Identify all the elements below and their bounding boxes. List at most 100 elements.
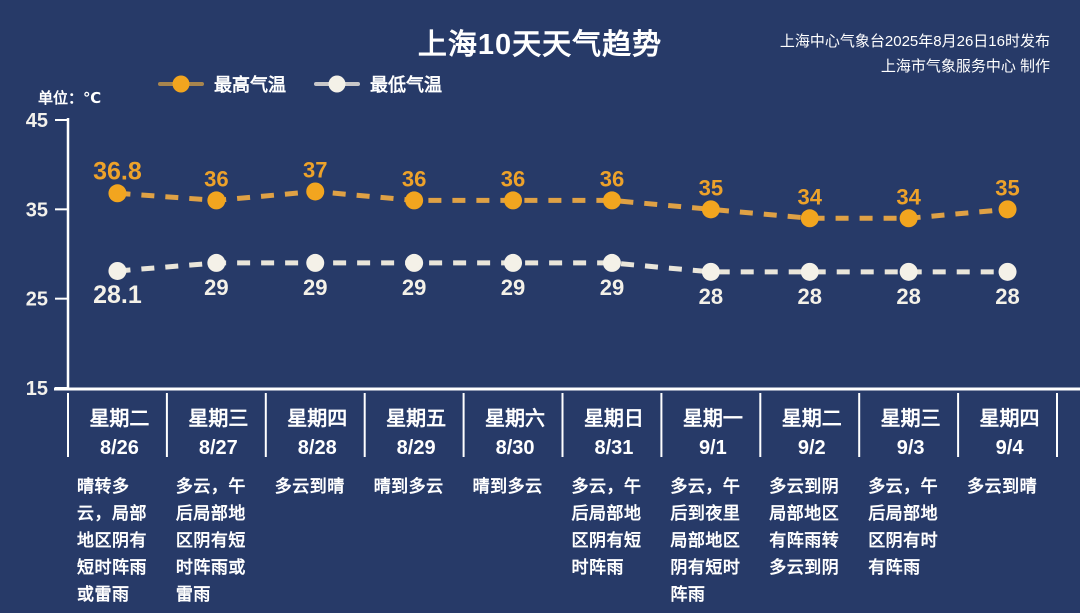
legend-item-high: 最高气温 [158, 71, 286, 97]
day-description: 晴到多云 [472, 477, 543, 496]
y-tick-label: 45 [26, 110, 48, 132]
high-temp-point [207, 191, 226, 210]
high-temp-legend-line-icon [158, 75, 204, 93]
day-column: 星期日 8/31 多云，午后局部地区阴有短时阵雨 [563, 392, 662, 613]
high-temp-point [998, 200, 1017, 219]
high-temp-point [602, 191, 621, 210]
high-temp-value: 36 [204, 166, 228, 191]
low-temp-value: 28.1 [93, 281, 142, 309]
high-temp-point [306, 182, 325, 201]
high-temp-point [701, 200, 720, 219]
day-weekday: 星期日 [583, 408, 644, 430]
legend-label-high: 最高气温 [214, 75, 286, 95]
high-temp-point [800, 209, 819, 228]
day-weekday: 星期二 [781, 408, 842, 430]
low-temp-point [602, 253, 621, 272]
day-weekday: 星期三 [880, 408, 941, 430]
high-temp-value: 34 [896, 184, 921, 209]
day-weekday: 星期六 [485, 408, 546, 430]
day-weekday: 星期二 [89, 408, 150, 430]
high-temp-line [117, 188, 1008, 221]
low-temp-value: 29 [303, 275, 327, 300]
high-temp-point [108, 184, 127, 203]
low-temp-value: 29 [501, 275, 525, 300]
high-temp-value: 35 [995, 175, 1019, 200]
low-temp-value: 29 [600, 275, 624, 300]
high-temp-point [899, 209, 918, 228]
day-description: 晴转多云，局部地区阴有短时阵雨或雷雨 [77, 477, 147, 604]
high-temp-value: 36 [402, 166, 426, 191]
high-temp-value: 36.8 [93, 157, 142, 185]
y-tick-label: 15 [26, 378, 48, 400]
day-weekday: 星期一 [682, 408, 743, 430]
day-column: 星期二 8/26 晴转多云，局部地区阴有短时阵雨或雷雨 [68, 392, 167, 613]
day-description: 多云到阴局部地区有阵雨转多云到阴 [769, 477, 840, 577]
high-temp-value: 37 [303, 157, 327, 182]
day-column: 星期二 9/2 多云到阴局部地区有阵雨转多云到阴 [760, 392, 859, 613]
low-temp-value: 28 [798, 284, 822, 309]
day-date: 8/28 [297, 437, 337, 459]
day-column: 星期三 9/3 多云，午后局部地区阴有时有阵雨 [859, 392, 958, 613]
low-temp-point [701, 262, 720, 281]
low-temp-point [405, 253, 424, 272]
day-date: 8/30 [495, 437, 535, 459]
day-date: 8/29 [396, 437, 436, 459]
day-column: 星期五 8/29 晴到多云 [365, 392, 464, 613]
issuer-line2: 上海市气象服务中心 制作 [880, 58, 1050, 75]
day-description: 多云到晴 [967, 477, 1038, 496]
issuer-info: 上海中心气象台2025年8月26日16时发布 上海市气象服务中心 制作 [780, 29, 1050, 79]
low-temp-line [117, 260, 1008, 275]
high-temp-value: 34 [798, 184, 823, 209]
low-temp-legend-dot-icon [328, 75, 346, 93]
day-date: 8/26 [99, 437, 139, 459]
day-column: 星期三 8/27 多云，午后局部地区阴有短时阵雨或雷雨 [167, 392, 266, 613]
low-temp-value: 28 [995, 284, 1019, 309]
low-temp-value: 28 [896, 284, 920, 309]
low-temp-point [504, 253, 523, 272]
day-column: 星期四 8/28 多云到晴 [266, 392, 365, 613]
low-temp-point [207, 253, 226, 272]
day-weekday: 星期五 [386, 408, 447, 430]
day-description: 多云，午后到夜里局部地区阴有短时阵雨 [670, 477, 741, 604]
chart-legend: 最高气温 最低气温 [158, 71, 442, 97]
day-date: 9/4 [995, 437, 1024, 459]
day-column: 星期一 9/1 多云，午后到夜里局部地区阴有短时阵雨 [661, 392, 760, 613]
high-temp-point [504, 191, 523, 210]
high-temp-point [405, 191, 424, 210]
high-temp-value: 36 [501, 166, 525, 191]
issuer-line1: 上海中心气象台2025年8月26日16时发布 [779, 33, 1050, 50]
day-weekday: 星期四 [979, 408, 1040, 430]
day-date: 8/31 [594, 437, 634, 459]
high-temp-value: 36 [600, 166, 624, 191]
day-date: 9/3 [896, 437, 925, 459]
high-temp-legend-dot-icon [172, 75, 190, 93]
y-tick-label: 25 [26, 289, 48, 311]
day-description: 晴到多云 [373, 477, 444, 496]
page-title: 上海10天天气趋势 [417, 29, 663, 61]
day-column: 星期四 9/4 多云到晴 [958, 392, 1057, 613]
day-date: 9/1 [698, 437, 727, 459]
day-columns: 星期二 8/26 晴转多云，局部地区阴有短时阵雨或雷雨 星期三 8/27 多云，午后局部地… [68, 392, 1057, 613]
unit-label: 单位：℃ [38, 90, 102, 107]
day-weekday: 星期四 [287, 408, 348, 430]
low-temp-point [306, 253, 325, 272]
legend-item-low: 最低气温 [314, 71, 442, 97]
day-description: 多云，午后局部地区阴有短时阵雨或雷雨 [175, 477, 246, 604]
low-temp-point [108, 261, 127, 280]
day-description: 多云，午后局部地区阴有时有阵雨 [868, 477, 939, 577]
high-temp-value: 35 [699, 175, 723, 200]
day-column: 星期六 8/30 晴到多云 [464, 392, 563, 613]
low-temp-point [800, 262, 819, 281]
day-weekday: 星期三 [188, 408, 249, 430]
day-date: 9/2 [797, 437, 826, 459]
low-temp-value: 29 [204, 275, 228, 300]
legend-label-low: 最低气温 [370, 75, 442, 95]
day-description: 多云，午后局部地区阴有短时阵雨 [571, 477, 642, 577]
low-temp-value: 28 [699, 284, 723, 309]
day-date: 8/27 [198, 437, 238, 459]
low-temp-value: 29 [402, 275, 426, 300]
y-tick-label: 35 [26, 199, 48, 221]
low-temp-point [998, 262, 1017, 281]
day-description: 多云到晴 [274, 477, 345, 496]
